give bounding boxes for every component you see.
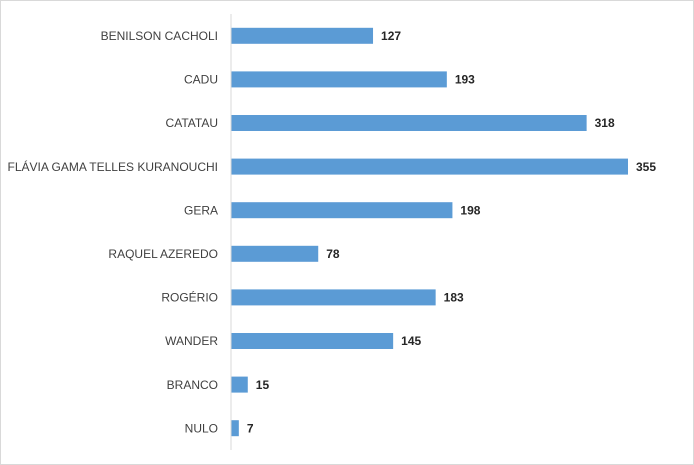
y-tick-label: ROGÉRIO [161,290,218,305]
bar [231,333,394,349]
value-label: 145 [401,334,421,348]
bar [231,376,248,393]
value-label: 193 [455,73,475,87]
bar [231,202,453,219]
value-label: 78 [326,247,340,261]
bar [231,420,239,437]
y-tick-label: WANDER [165,334,218,348]
value-label: 183 [444,291,464,305]
bar [231,245,319,262]
y-tick-label: BRANCO [167,378,218,392]
y-tick-label: FLÁVIA GAMA TELLES KURANOUCHI [7,159,218,174]
value-label: 355 [636,160,656,174]
bar [231,27,374,44]
y-tick-label: CATATAU [166,116,218,130]
y-tick-label: GERA [184,203,218,217]
value-label: 127 [381,29,401,43]
value-label: 198 [460,203,480,217]
y-tick-label: CADU [184,73,218,87]
bar [231,289,436,306]
bar [231,115,587,131]
bar [231,71,447,88]
y-tick-label: RAQUEL AZEREDO [108,247,218,261]
value-label: 318 [595,116,615,130]
y-tick-label: BENILSON CACHOLI [101,29,218,43]
bar [231,158,628,175]
y-tick-label: NULO [185,421,218,435]
value-label: 15 [256,378,270,392]
value-label: 7 [247,421,254,435]
